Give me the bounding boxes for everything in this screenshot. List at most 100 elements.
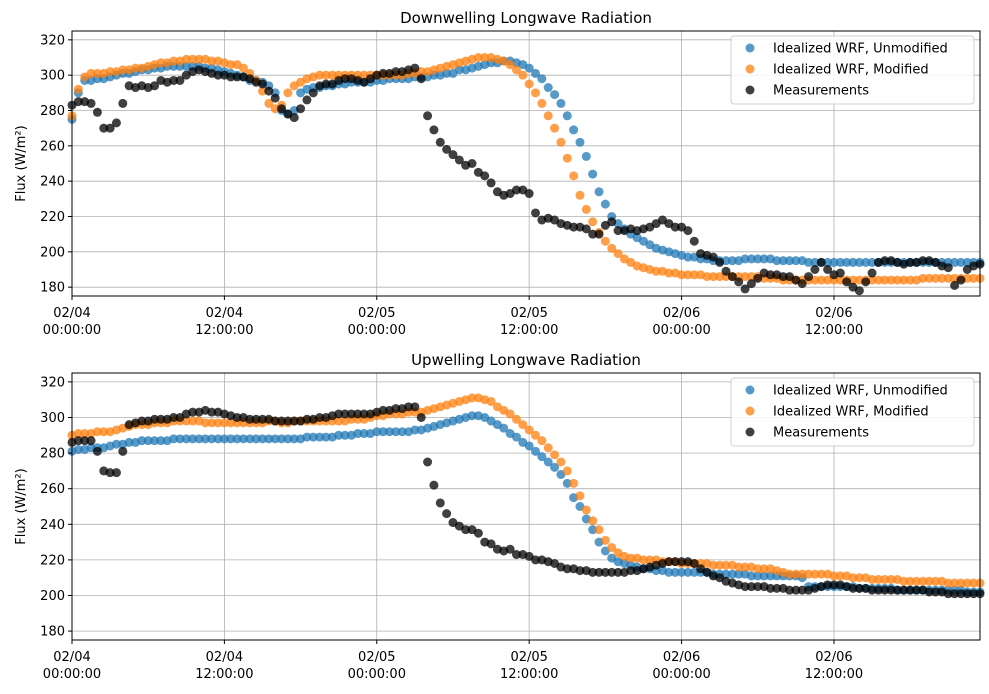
data-point <box>734 562 744 572</box>
data-point <box>956 578 966 588</box>
data-point <box>454 65 464 75</box>
data-point <box>569 125 579 135</box>
data-point <box>727 256 737 266</box>
series-3 <box>67 63 985 296</box>
data-point <box>765 571 775 581</box>
x-tick-label-time: 12:00:00 <box>500 323 558 338</box>
legend-label: Idealized WRF, Unmodified <box>773 42 948 57</box>
data-point <box>880 256 890 266</box>
data-point <box>950 578 960 588</box>
data-point <box>537 74 547 84</box>
data-point <box>931 576 941 586</box>
data-point <box>524 189 534 199</box>
data-point <box>918 256 928 266</box>
data-point <box>353 429 363 439</box>
data-point <box>943 263 953 273</box>
legend-marker <box>745 43 755 53</box>
data-point <box>137 436 147 446</box>
data-point <box>950 257 960 267</box>
data-point <box>200 418 210 428</box>
data-point <box>708 272 718 282</box>
data-point <box>810 569 820 579</box>
data-point <box>677 567 687 577</box>
data-point <box>594 187 604 197</box>
data-point <box>404 402 414 412</box>
data-point <box>715 272 725 282</box>
data-point <box>169 75 179 85</box>
data-point <box>346 409 356 419</box>
data-point <box>92 107 102 117</box>
legend-marker <box>745 64 755 74</box>
data-point <box>245 414 255 424</box>
data-point <box>531 555 541 565</box>
data-point <box>188 434 198 444</box>
data-point <box>664 567 674 577</box>
data-point <box>645 555 655 565</box>
data-point <box>683 270 693 280</box>
data-point <box>156 414 166 424</box>
data-point <box>143 436 153 446</box>
legend-label: Idealized WRF, Modified <box>773 63 929 78</box>
data-point <box>969 578 979 588</box>
data-point <box>791 569 801 579</box>
data-point <box>226 72 236 82</box>
data-point <box>423 111 433 121</box>
data-point <box>537 98 547 108</box>
data-point <box>969 589 979 599</box>
y-tick-label: 180 <box>40 281 65 296</box>
data-point <box>359 429 369 439</box>
y-tick-label: 240 <box>40 175 65 190</box>
data-point <box>257 434 267 444</box>
data-point <box>511 185 521 195</box>
data-point <box>194 434 204 444</box>
data-point <box>880 275 890 285</box>
data-point <box>804 272 814 282</box>
data-point <box>257 86 267 96</box>
data-point <box>429 480 439 490</box>
data-point <box>486 396 496 406</box>
data-point <box>321 79 331 89</box>
data-point <box>99 427 109 437</box>
data-point <box>842 257 852 267</box>
x-tick-label-time: 00:00:00 <box>348 323 406 338</box>
data-point <box>562 111 572 121</box>
data-point <box>111 118 121 128</box>
data-point <box>867 585 877 595</box>
data-point <box>962 578 972 588</box>
data-point <box>150 81 160 91</box>
data-point <box>238 63 248 73</box>
data-point <box>118 98 128 108</box>
data-point <box>340 74 350 84</box>
data-point <box>753 571 763 581</box>
data-point <box>124 437 134 447</box>
data-point <box>92 427 102 437</box>
data-point <box>175 75 185 85</box>
data-point <box>169 434 179 444</box>
x-tick-label-date: 02/06 <box>815 650 852 665</box>
data-point <box>448 150 458 160</box>
data-point <box>892 275 902 285</box>
data-point <box>835 257 845 267</box>
data-point <box>511 414 521 424</box>
data-point <box>638 555 648 565</box>
data-point <box>270 434 280 444</box>
data-point <box>829 257 839 267</box>
data-point <box>562 153 572 163</box>
data-point <box>315 432 325 442</box>
data-point <box>226 60 236 70</box>
data-point <box>175 434 185 444</box>
data-point <box>835 268 845 278</box>
data-point <box>118 446 128 456</box>
data-point <box>480 53 490 62</box>
data-point <box>734 277 744 287</box>
data-point <box>670 567 680 577</box>
data-point <box>937 273 947 283</box>
x-tick-label-date: 02/06 <box>663 650 700 665</box>
data-point <box>664 268 674 278</box>
data-point <box>575 566 585 576</box>
data-point <box>708 252 718 262</box>
data-point <box>556 457 566 467</box>
y-tick-label: 220 <box>40 553 65 568</box>
data-point <box>391 67 401 77</box>
